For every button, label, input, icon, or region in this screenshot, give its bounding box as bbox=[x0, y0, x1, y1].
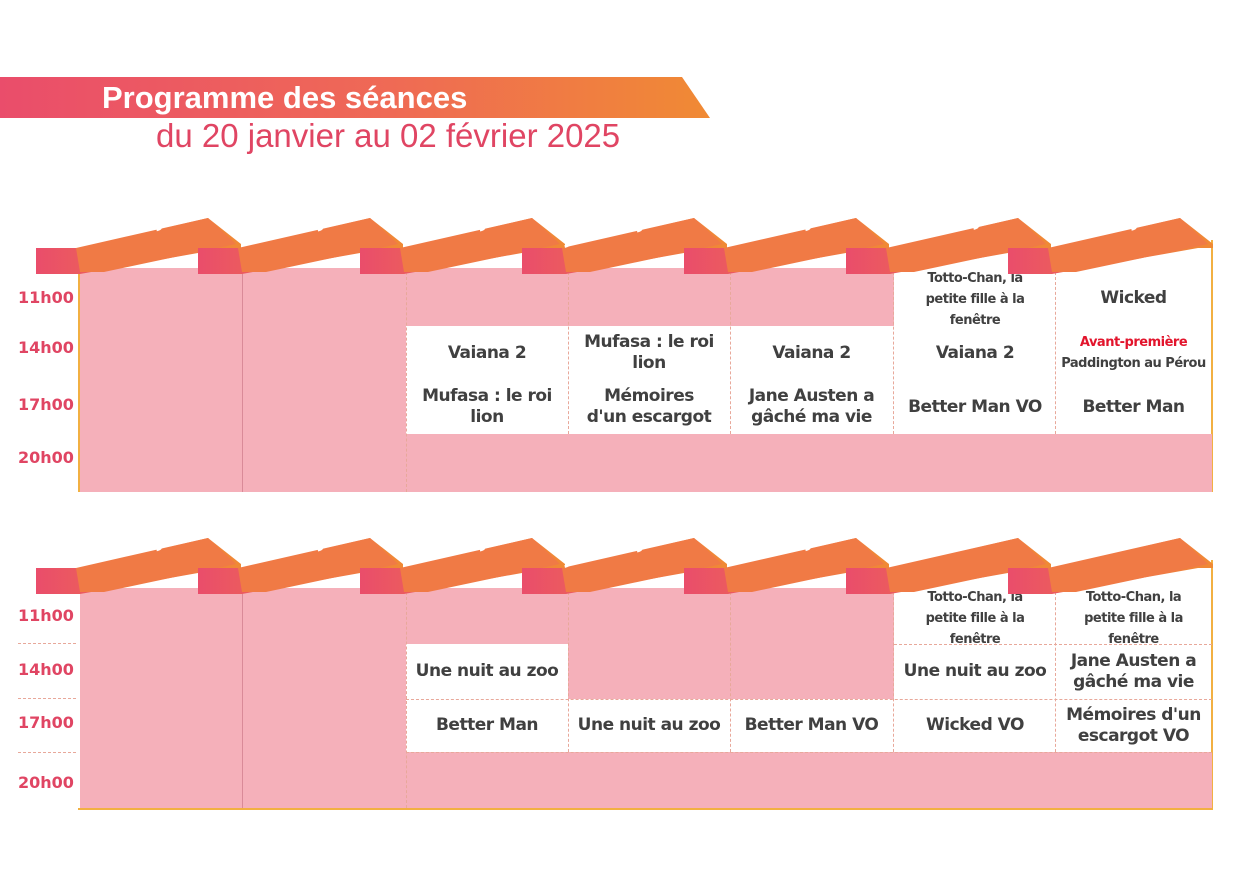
empty-slot-11h bbox=[406, 268, 894, 326]
film-cell: Better Man VO bbox=[894, 380, 1056, 434]
frame-bottom-border bbox=[78, 808, 1213, 810]
ribbon-shape bbox=[360, 218, 565, 274]
film-cell: Mémoires d'un escargot VO bbox=[1056, 699, 1211, 752]
column-divider bbox=[406, 592, 407, 808]
film-cell: Totto-Chan, la petite fille à la fenêtre bbox=[894, 590, 1056, 647]
frame-left-border bbox=[78, 270, 80, 492]
ribbon-shape bbox=[1008, 538, 1213, 594]
day-ribbon: Lun. 20 Janv bbox=[36, 202, 241, 274]
film-cell: Jane Austen a gâché ma vie bbox=[1056, 644, 1211, 699]
ribbon-shape bbox=[846, 538, 1051, 594]
day-ribbon: Dim. 02 Févr bbox=[1008, 521, 1213, 594]
time-label: 20h00 bbox=[18, 773, 74, 792]
row-divider bbox=[406, 699, 1212, 700]
day-ribbon: Lun. 27 Janv bbox=[36, 522, 241, 594]
time-label: 17h00 bbox=[18, 395, 74, 414]
empty-slot-11h bbox=[406, 588, 894, 644]
film-cell: Avant-première Paddington au Pérou bbox=[1056, 326, 1211, 380]
ribbon-shape bbox=[36, 218, 241, 274]
ribbon-shape bbox=[1008, 218, 1213, 274]
time-label: 14h00 bbox=[18, 660, 74, 679]
day-ribbon: Sam. 25 Janv bbox=[846, 200, 1051, 274]
ribbon-shape bbox=[360, 538, 565, 594]
column-divider bbox=[568, 592, 569, 752]
time-divider bbox=[18, 698, 76, 699]
day-ribbon: Ven. 31 Janv bbox=[684, 522, 889, 594]
film-cell: Jane Austen a gâché ma vie bbox=[730, 380, 893, 434]
ribbon-shape bbox=[684, 538, 889, 594]
column-divider bbox=[568, 272, 569, 434]
time-label: 20h00 bbox=[18, 448, 74, 467]
title-banner bbox=[0, 77, 710, 118]
time-label: 11h00 bbox=[18, 606, 74, 625]
ribbon-shape bbox=[684, 218, 889, 274]
film-cell: Mufasa : le roi lion bbox=[568, 326, 730, 380]
film-cell: Une nuit au zoo bbox=[568, 699, 730, 752]
column-divider bbox=[1055, 272, 1056, 434]
empty-slot-lun-mar bbox=[80, 268, 406, 492]
day-ribbon: Dim. 26 Janv bbox=[1008, 201, 1213, 274]
film-cell: Vaiana 2 bbox=[730, 326, 893, 380]
column-divider bbox=[1055, 592, 1056, 752]
empty-slot-14h bbox=[568, 644, 894, 699]
time-divider bbox=[18, 752, 76, 753]
time-divider bbox=[18, 643, 76, 644]
frame-right-border bbox=[1211, 240, 1213, 492]
film-cell: Une nuit au zoo bbox=[894, 644, 1056, 699]
film-cell: Vaiana 2 bbox=[894, 326, 1056, 380]
ribbon-shape bbox=[198, 538, 403, 594]
day-ribbon: Mer. 29 Janv bbox=[360, 522, 565, 594]
film-cell: Totto-Chan, la petite fille à la fenêtre bbox=[894, 271, 1056, 328]
ribbon-shape bbox=[198, 218, 403, 274]
film-cell: Totto-Chan, la petite fille à la fenêtre bbox=[1056, 590, 1211, 647]
ribbon-shape bbox=[522, 218, 727, 274]
row-divider bbox=[894, 644, 1212, 645]
column-divider bbox=[242, 592, 243, 808]
frame-right-border bbox=[1211, 560, 1213, 810]
film-cell: Mémoires d'un escargot bbox=[568, 380, 730, 434]
film-cell: Wicked bbox=[1056, 270, 1211, 326]
page-title: Programme des séances bbox=[102, 80, 468, 115]
ribbon-shape bbox=[522, 538, 727, 594]
film-cell: Wicked VO bbox=[894, 699, 1056, 752]
ribbon-shape bbox=[36, 538, 241, 594]
row-divider bbox=[406, 752, 1212, 753]
empty-slot-20h bbox=[406, 752, 1212, 808]
empty-slot-lun-mar bbox=[80, 588, 406, 808]
film-cell: Better Man bbox=[1056, 380, 1211, 434]
column-divider bbox=[893, 272, 894, 434]
film-cell: Better Man VO bbox=[730, 699, 893, 752]
day-ribbon: Sam. 01 Févr bbox=[846, 520, 1051, 594]
day-ribbon: Mer. 22 Janv bbox=[360, 202, 565, 274]
film-cell: Une nuit au zoo bbox=[406, 644, 568, 699]
film-cell: Vaiana 2 bbox=[406, 326, 568, 380]
day-ribbon: Mar. 28 Janv bbox=[198, 522, 403, 594]
column-divider bbox=[730, 592, 731, 752]
time-label: 17h00 bbox=[18, 713, 74, 732]
avant-premiere-tag: Avant-première bbox=[1079, 334, 1188, 350]
film-cell: Mufasa : le roi lion bbox=[406, 380, 568, 434]
column-divider bbox=[406, 272, 407, 492]
column-divider bbox=[893, 592, 894, 752]
day-ribbon: Jeu. 30 Janv bbox=[522, 523, 727, 594]
time-label: 14h00 bbox=[18, 338, 74, 357]
ribbon-shape bbox=[846, 218, 1051, 274]
time-label: 11h00 bbox=[18, 288, 74, 307]
column-divider bbox=[730, 272, 731, 434]
page-subtitle: du 20 janvier au 02 février 2025 bbox=[156, 117, 621, 154]
day-ribbon: Mar. 21 Janv bbox=[198, 202, 403, 274]
empty-slot-20h bbox=[406, 434, 1212, 492]
film-cell: Better Man bbox=[406, 699, 568, 752]
column-divider bbox=[242, 272, 243, 492]
day-ribbon: Jeu. 23 Janv bbox=[522, 203, 727, 274]
day-ribbon: Ven. 24 Janv bbox=[684, 202, 889, 274]
